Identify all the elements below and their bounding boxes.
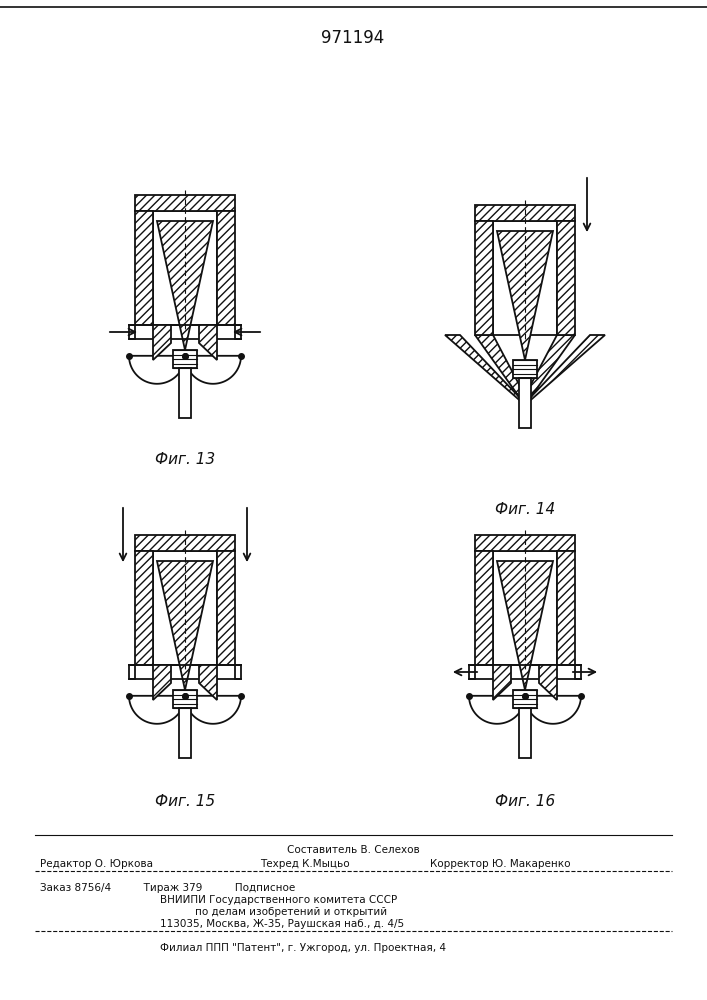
- Text: Фиг. 15: Фиг. 15: [155, 794, 215, 810]
- Polygon shape: [129, 356, 185, 384]
- Polygon shape: [129, 696, 185, 724]
- Polygon shape: [135, 195, 235, 211]
- Polygon shape: [217, 551, 235, 665]
- Text: ВНИИПИ Государственного комитета СССР: ВНИИПИ Государственного комитета СССР: [160, 895, 397, 905]
- Polygon shape: [185, 356, 241, 384]
- Text: Техред К.Мыцьо: Техред К.Мыцьо: [260, 859, 350, 869]
- Polygon shape: [199, 325, 217, 360]
- Text: Фиг. 13: Фиг. 13: [155, 452, 215, 468]
- Text: Фиг. 16: Фиг. 16: [495, 794, 555, 810]
- Polygon shape: [173, 690, 197, 708]
- Polygon shape: [469, 696, 525, 724]
- Polygon shape: [157, 561, 213, 690]
- Polygon shape: [129, 325, 135, 339]
- Text: 113035, Москва, Ж-35, Раушская наб., д. 4/5: 113035, Москва, Ж-35, Раушская наб., д. …: [160, 919, 404, 929]
- Polygon shape: [129, 665, 135, 679]
- Polygon shape: [135, 551, 153, 665]
- Polygon shape: [153, 211, 217, 325]
- Polygon shape: [475, 551, 493, 665]
- Polygon shape: [153, 551, 217, 665]
- Polygon shape: [157, 221, 213, 350]
- Polygon shape: [153, 665, 171, 700]
- Polygon shape: [217, 211, 235, 325]
- Polygon shape: [575, 665, 581, 679]
- Polygon shape: [513, 690, 537, 708]
- Text: Корректор Ю. Макаренко: Корректор Ю. Макаренко: [430, 859, 571, 869]
- Text: по делам изобретений и открытий: по делам изобретений и открытий: [195, 907, 387, 917]
- Text: 971194: 971194: [322, 29, 385, 47]
- Polygon shape: [475, 535, 575, 551]
- Polygon shape: [135, 535, 235, 551]
- Polygon shape: [475, 221, 493, 335]
- Polygon shape: [179, 708, 191, 758]
- Polygon shape: [173, 350, 197, 368]
- Polygon shape: [513, 360, 537, 378]
- Polygon shape: [235, 325, 241, 339]
- Polygon shape: [199, 665, 217, 700]
- Text: Составитель В. Селехов: Составитель В. Селехов: [286, 845, 419, 855]
- Text: Заказ 8756/4          Тираж 379          Подписное: Заказ 8756/4 Тираж 379 Подписное: [40, 883, 296, 893]
- Polygon shape: [557, 551, 575, 665]
- Polygon shape: [153, 325, 171, 360]
- Polygon shape: [179, 368, 191, 418]
- Polygon shape: [475, 205, 575, 221]
- Polygon shape: [445, 335, 525, 405]
- Polygon shape: [493, 221, 557, 335]
- Polygon shape: [493, 551, 557, 665]
- Polygon shape: [519, 378, 531, 428]
- Text: Фиг. 14: Фиг. 14: [495, 502, 555, 518]
- Polygon shape: [519, 708, 531, 758]
- Polygon shape: [493, 665, 511, 700]
- Polygon shape: [557, 221, 575, 335]
- Polygon shape: [497, 231, 553, 360]
- Polygon shape: [235, 665, 241, 679]
- Polygon shape: [185, 696, 241, 724]
- Polygon shape: [497, 561, 553, 690]
- Polygon shape: [539, 665, 557, 700]
- Polygon shape: [525, 335, 605, 405]
- Text: Филиал ППП "Патент", г. Ужгород, ул. Проектная, 4: Филиал ППП "Патент", г. Ужгород, ул. Про…: [160, 943, 446, 953]
- Polygon shape: [525, 696, 581, 724]
- Polygon shape: [469, 665, 475, 679]
- Polygon shape: [135, 211, 153, 325]
- Text: Редактор О. Юркова: Редактор О. Юркова: [40, 859, 153, 869]
